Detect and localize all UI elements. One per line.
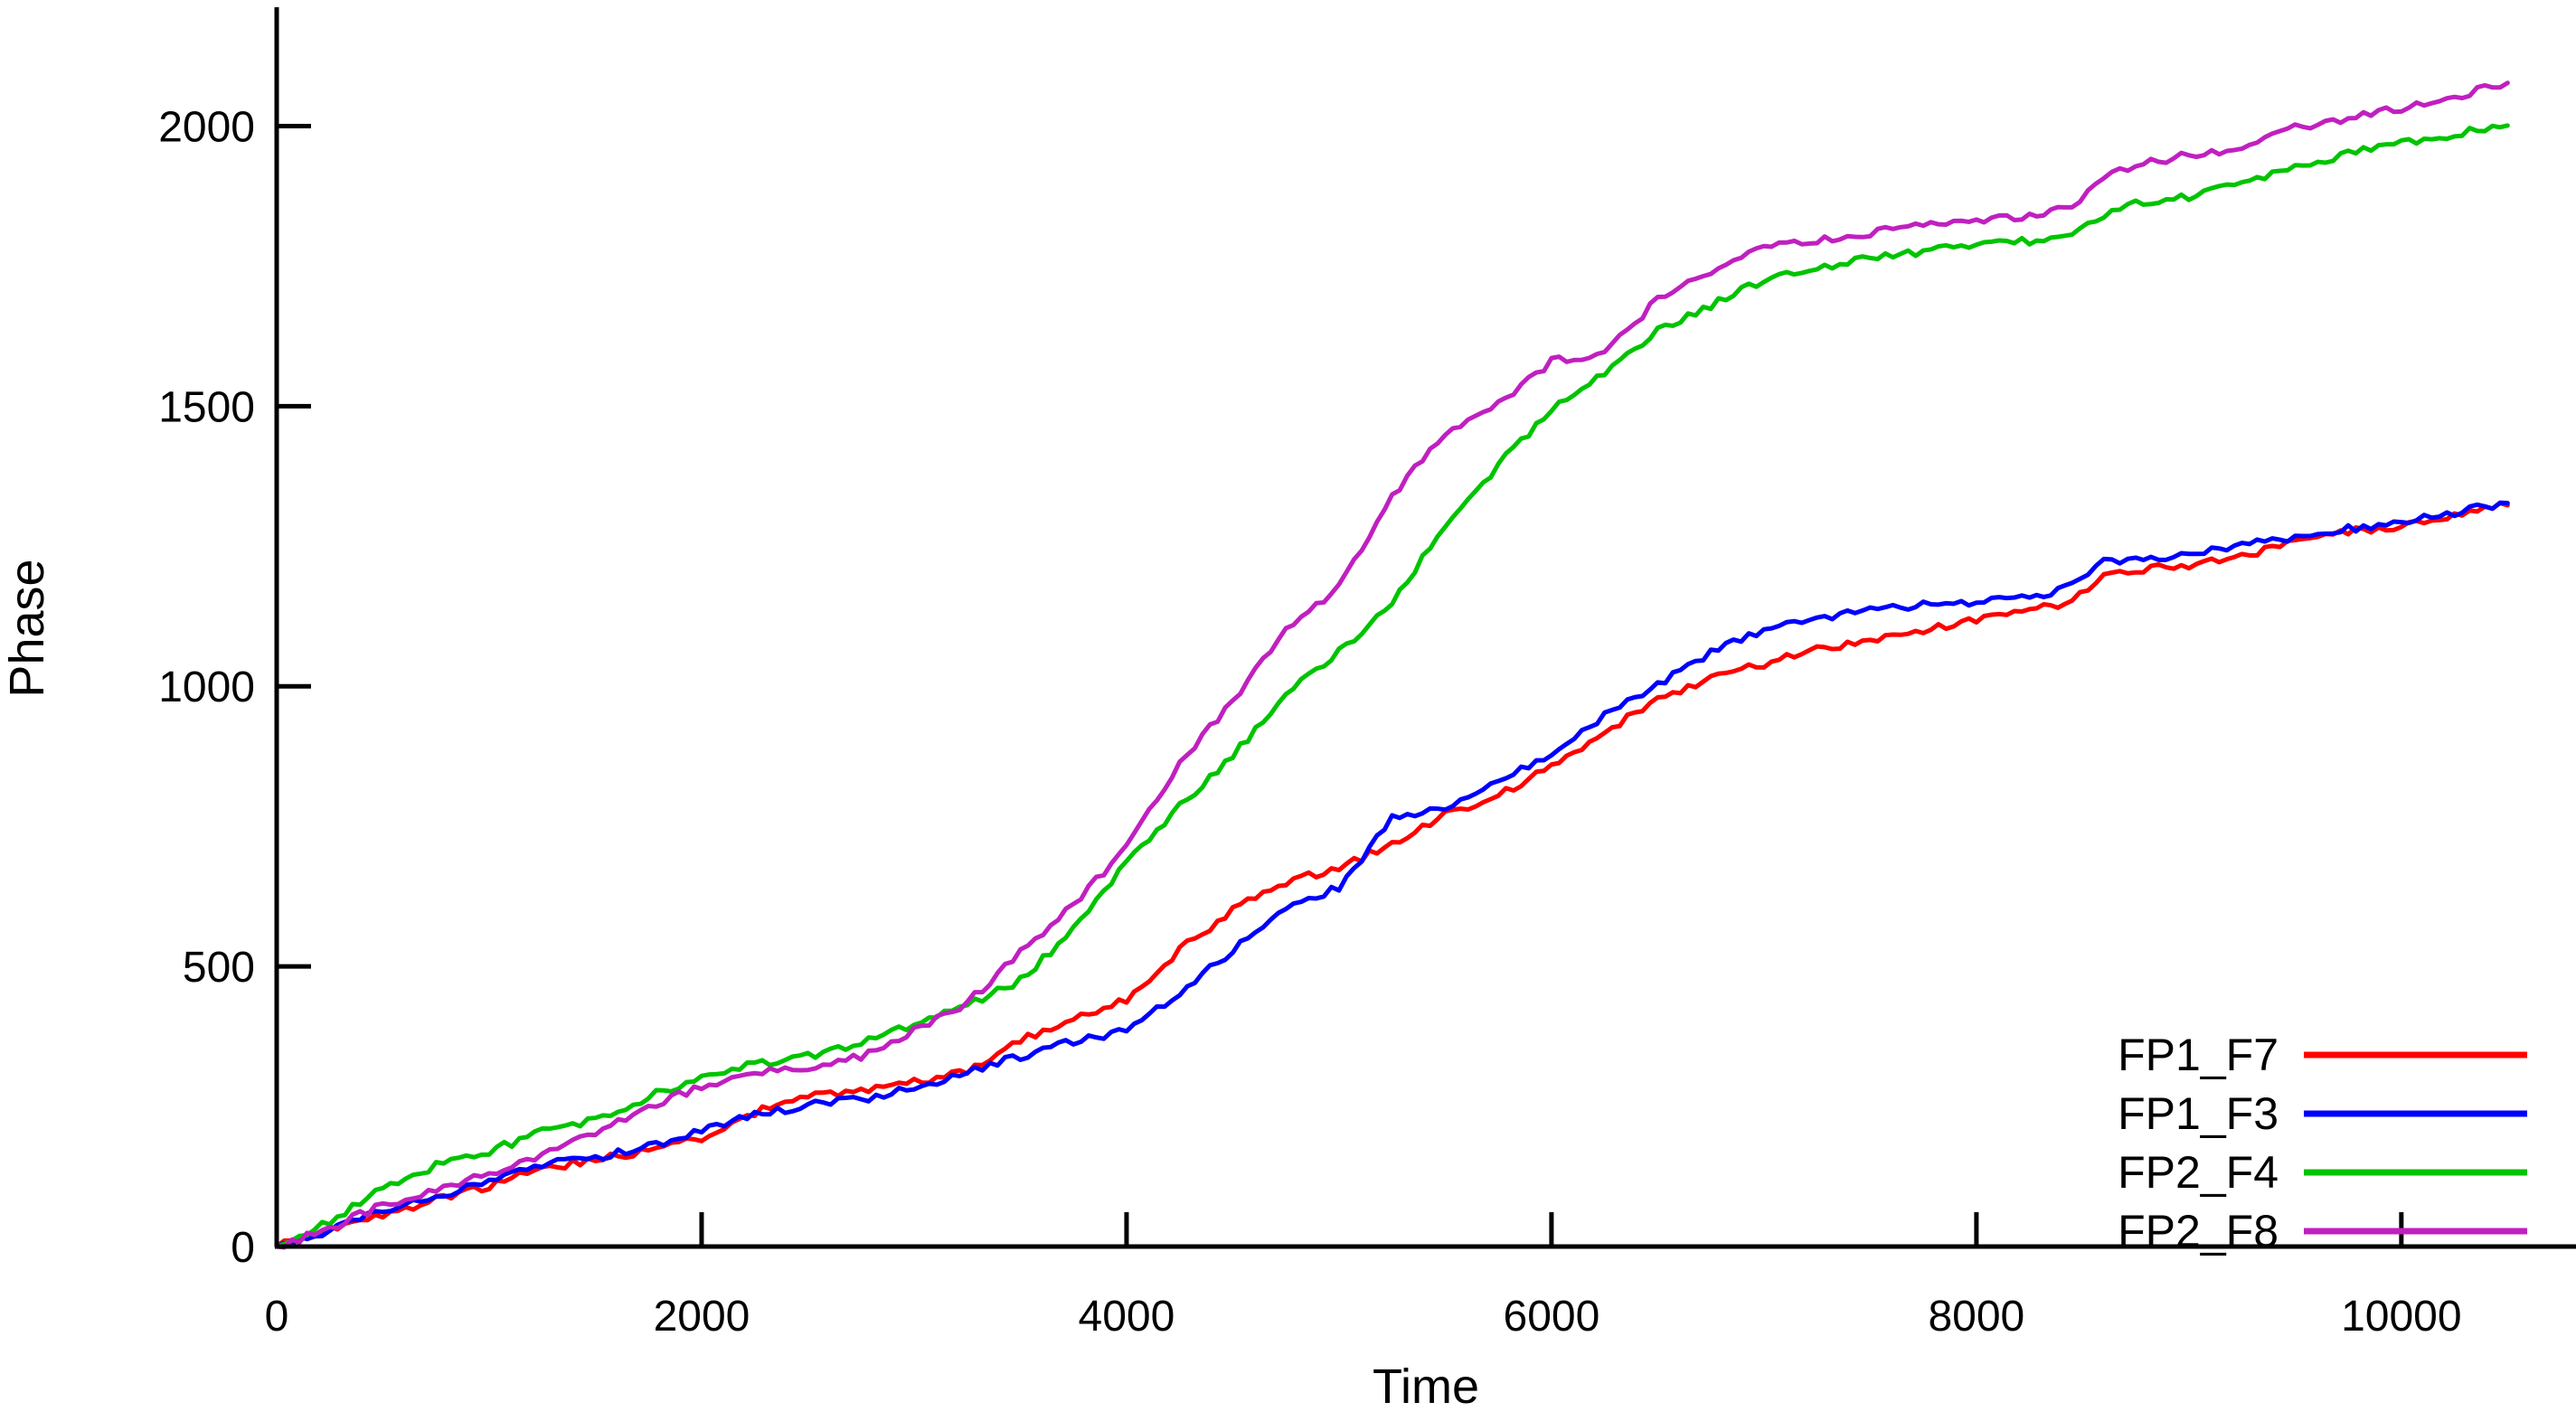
y-tick-label: 2000	[158, 103, 255, 151]
legend-label-FP2_F8: FP2_F8	[2118, 1206, 2279, 1256]
x-tick-label: 2000	[654, 1293, 750, 1341]
plot-line-FP1_F3	[274, 500, 2510, 1249]
x-tick-label: 10000	[2341, 1293, 2461, 1341]
x-tick-label: 8000	[1928, 1293, 2024, 1341]
legend-label-FP2_F4: FP2_F4	[2118, 1147, 2279, 1198]
legend-label-FP1_F3: FP1_F3	[2118, 1088, 2279, 1139]
y-tick-label: 1000	[158, 663, 255, 711]
y-tick-label: 0	[231, 1224, 255, 1272]
y-axis-title: Phase	[0, 559, 54, 697]
legend: FP1_F7 FP1_F3 FP2_F4 FP2_F8	[2118, 1030, 2527, 1256]
ticks-group	[274, 123, 2404, 1247]
series-group	[274, 80, 2510, 1250]
x-tick-label: 4000	[1079, 1293, 1175, 1341]
x-tick-label: 6000	[1504, 1293, 1600, 1341]
y-tick-label: 500	[183, 944, 255, 992]
plot-line-FP1_F7	[274, 500, 2510, 1249]
x-tick-label: 0	[265, 1293, 289, 1341]
y-tick-label: 1500	[158, 383, 255, 431]
tick-labels-group: 0 2000 4000 6000 8000 10000 0 500 1000 1500 2000	[158, 103, 2461, 1341]
legend-label-FP1_F7: FP1_F7	[2118, 1030, 2279, 1080]
x-axis-title: Time	[1373, 1360, 1479, 1414]
plot-line-FP2_F4	[274, 123, 2510, 1249]
plot-line-FP2_F8	[274, 80, 2510, 1250]
